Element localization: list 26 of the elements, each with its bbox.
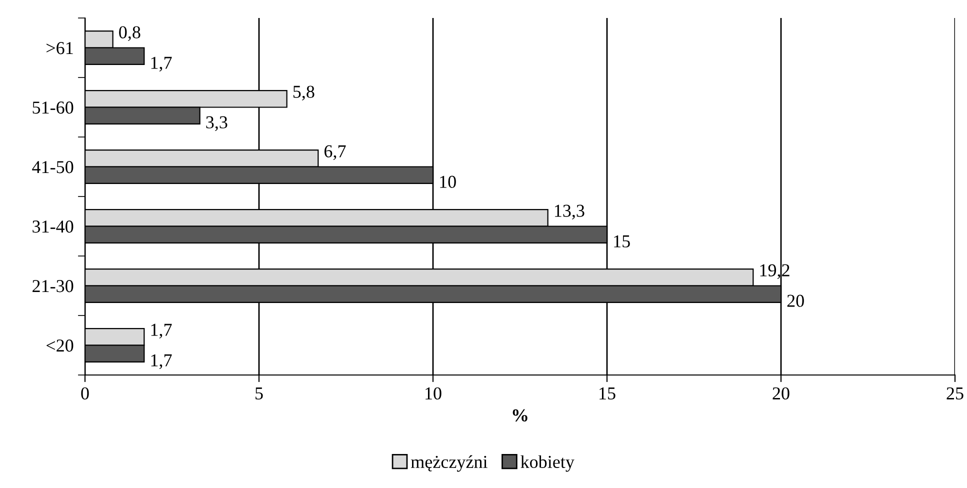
y-tick-label: 51-60 (32, 102, 74, 114)
x-tick-label: 20 (772, 387, 790, 400)
data-label: 1,7 (151, 56, 172, 72)
data-label: 0,8 (119, 26, 140, 41)
x-tick-label: 5 (256, 388, 263, 400)
data-label: 1,7 (151, 324, 172, 338)
x-axis-title: % (512, 409, 528, 422)
data-label: 15 (614, 235, 630, 248)
y-tick-label: >61 (46, 42, 73, 54)
data-label: 13,3 (554, 204, 584, 220)
y-tick-label: 21-30 (32, 280, 74, 292)
data-label: 3,3 (206, 116, 228, 132)
legend-label: mężczyźni (410, 455, 488, 472)
y-tick-label: 41-50 (32, 161, 74, 174)
legend-label: kobiety (520, 455, 574, 472)
data-label: 20 (787, 294, 804, 307)
x-tick-label: 10 (426, 387, 442, 400)
y-tick-label: 31-40 (32, 220, 74, 233)
x-tick-label: 0 (81, 387, 89, 400)
x-tick-label: 25 (946, 387, 964, 400)
data-label: 1,7 (151, 354, 172, 370)
data-label: 10 (440, 176, 456, 188)
data-label: 5,8 (293, 86, 314, 100)
y-tick-label: <20 (46, 340, 74, 352)
data-label: 6,7 (324, 145, 346, 160)
x-tick-label: 15 (600, 387, 616, 400)
